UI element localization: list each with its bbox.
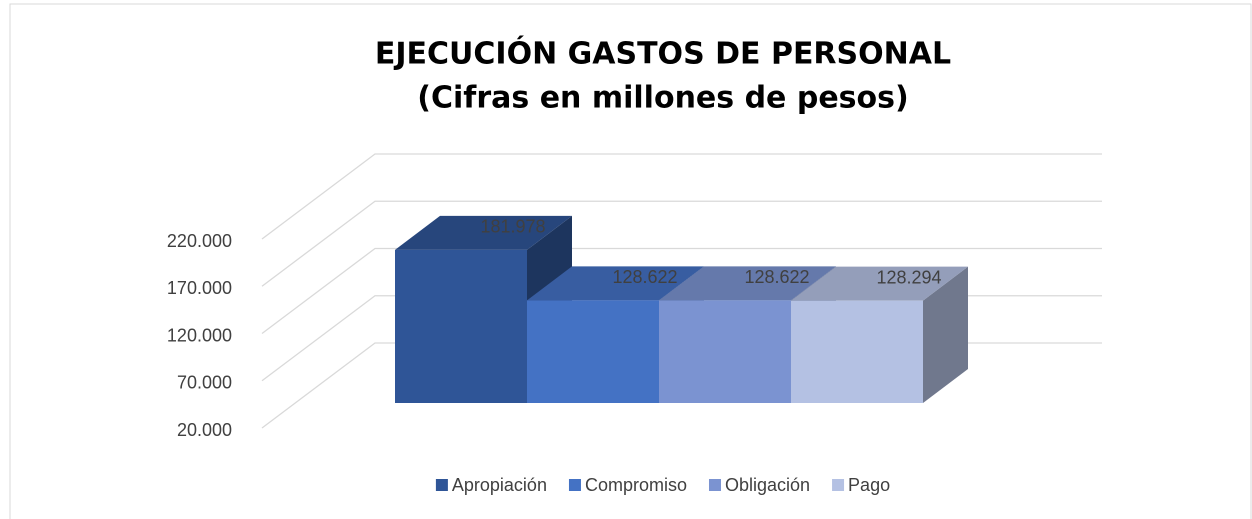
legend-label: Pago bbox=[848, 475, 890, 495]
legend-label: Apropiación bbox=[452, 475, 547, 495]
bar bbox=[527, 300, 659, 403]
chart-border bbox=[9, 3, 1252, 519]
grid-line bbox=[261, 153, 1102, 240]
bar-side bbox=[923, 266, 968, 403]
y-tick-label: 220.000 bbox=[167, 231, 232, 251]
value-label: 128.622 bbox=[744, 267, 809, 287]
grid-line bbox=[261, 200, 1102, 287]
value-label: 128.294 bbox=[876, 267, 941, 287]
legend-label: Compromiso bbox=[585, 475, 687, 495]
bar bbox=[659, 300, 791, 403]
y-tick-label: 70.000 bbox=[177, 373, 232, 393]
legend-swatch bbox=[568, 479, 581, 491]
y-tick-label: 20.000 bbox=[177, 420, 232, 440]
legend-swatch bbox=[435, 479, 448, 491]
value-label: 128.622 bbox=[612, 267, 677, 287]
bar-top bbox=[395, 215, 572, 250]
bar-top bbox=[527, 266, 704, 301]
y-tick-label: 120.000 bbox=[167, 325, 232, 345]
y-tick-label: 170.000 bbox=[167, 278, 232, 298]
grid-line bbox=[261, 247, 1102, 335]
bar-top bbox=[659, 266, 836, 301]
legend-swatch bbox=[708, 479, 721, 491]
chart-title: EJECUCIÓN GASTOS DE PERSONAL bbox=[375, 35, 951, 72]
value-label: 181.978 bbox=[480, 217, 545, 237]
chart-subtitle: (Cifras en millones de pesos) bbox=[417, 81, 908, 116]
bar bbox=[395, 249, 527, 403]
bar bbox=[791, 300, 923, 403]
bar-top bbox=[791, 266, 968, 301]
legend-label: Obligación bbox=[725, 475, 810, 495]
legend-swatch bbox=[832, 479, 845, 491]
